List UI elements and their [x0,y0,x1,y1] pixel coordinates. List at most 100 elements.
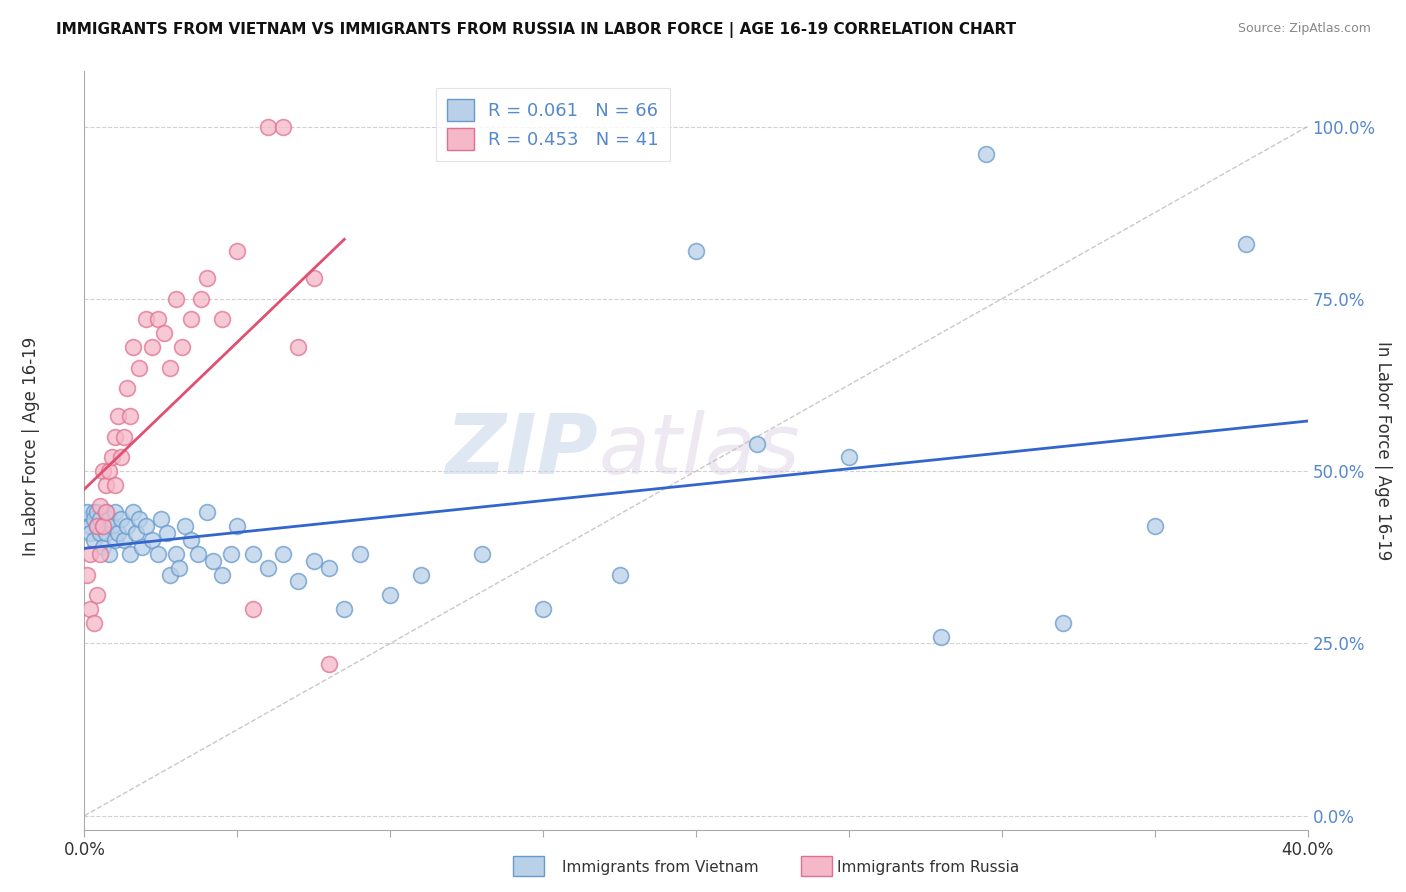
Text: IMMIGRANTS FROM VIETNAM VS IMMIGRANTS FROM RUSSIA IN LABOR FORCE | AGE 16-19 COR: IMMIGRANTS FROM VIETNAM VS IMMIGRANTS FR… [56,22,1017,38]
Point [211,567,233,582]
Point [156,526,179,541]
Point [76,567,98,582]
Point [976,147,998,161]
Point [131,540,153,554]
Point [110,512,132,526]
Text: atlas: atlas [598,410,800,491]
Point [86,519,108,533]
Point [110,450,132,465]
Point [257,560,280,574]
Text: In Labor Force | Age 16-19: In Labor Force | Age 16-19 [22,336,39,556]
Point [101,450,124,465]
Point [302,271,325,285]
Point [929,630,952,644]
Point [180,312,202,326]
Point [153,326,176,341]
Point [201,554,224,568]
Point [76,506,98,520]
Point [97,547,120,561]
Point [146,547,169,561]
Point [94,506,117,520]
Point [159,567,181,582]
Point [83,506,105,520]
Point [1236,236,1258,251]
Point [609,567,631,582]
Point [86,519,108,533]
Point [219,547,242,561]
Point [104,478,127,492]
Point [104,506,127,520]
Point [333,602,356,616]
Point [112,430,135,444]
Point [86,506,108,520]
Point [76,512,98,526]
Point [174,519,197,533]
Point [120,547,142,561]
Point [172,340,194,354]
Point [104,533,127,547]
Point [146,312,169,326]
Point [409,567,432,582]
Point [101,519,124,533]
Point [349,547,371,561]
Point [1143,519,1166,533]
Point [83,512,105,526]
Point [79,526,101,541]
Point [79,519,101,533]
Point [91,519,114,533]
Point [287,574,309,589]
Point [1052,615,1074,630]
Point [91,519,114,533]
Point [531,602,554,616]
Point [94,526,117,541]
Point [79,602,101,616]
Point [302,554,325,568]
Point [91,540,114,554]
Point [89,512,111,526]
Point [115,519,138,533]
Point [89,499,111,513]
Text: ZIP: ZIP [446,410,598,491]
Point [380,588,402,602]
Point [122,506,145,520]
Point [122,340,145,354]
Point [141,340,163,354]
Point [120,409,142,423]
Text: Source: ZipAtlas.com: Source: ZipAtlas.com [1237,22,1371,36]
Point [83,615,105,630]
Point [115,381,138,395]
Point [86,588,108,602]
Point [107,409,129,423]
Point [112,533,135,547]
Point [190,292,212,306]
Legend: R = 0.061   N = 66, R = 0.453   N = 41: R = 0.061 N = 66, R = 0.453 N = 41 [436,88,669,161]
Point [141,533,163,547]
Point [94,478,117,492]
Point [226,519,249,533]
Y-axis label: In Labor Force | Age 16-19: In Labor Force | Age 16-19 [1374,341,1392,560]
Point [747,436,769,450]
Text: Immigrants from Russia: Immigrants from Russia [837,860,1019,874]
Point [97,464,120,478]
Point [242,547,264,561]
Point [271,547,294,561]
Point [91,464,114,478]
Point [287,340,309,354]
Point [94,506,117,520]
Point [149,512,172,526]
Point [195,271,218,285]
Point [89,526,111,541]
Point [135,312,157,326]
Point [685,244,707,258]
Point [128,360,150,375]
Point [195,506,218,520]
Point [107,526,129,541]
Point [271,120,294,134]
Point [159,360,181,375]
Point [318,560,340,574]
Point [186,547,208,561]
Point [318,657,340,672]
Point [242,602,264,616]
Point [104,430,127,444]
Point [97,512,120,526]
